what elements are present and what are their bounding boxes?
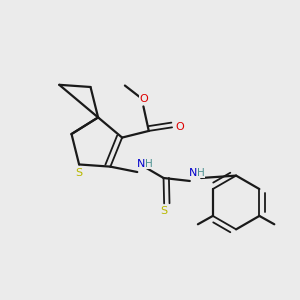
Text: H: H <box>197 168 205 178</box>
Text: S: S <box>160 206 168 216</box>
Text: S: S <box>75 168 82 178</box>
Text: N: N <box>137 159 145 169</box>
Text: O: O <box>175 122 184 132</box>
Text: N: N <box>189 168 198 178</box>
Text: O: O <box>139 94 148 104</box>
Text: H: H <box>145 159 152 169</box>
